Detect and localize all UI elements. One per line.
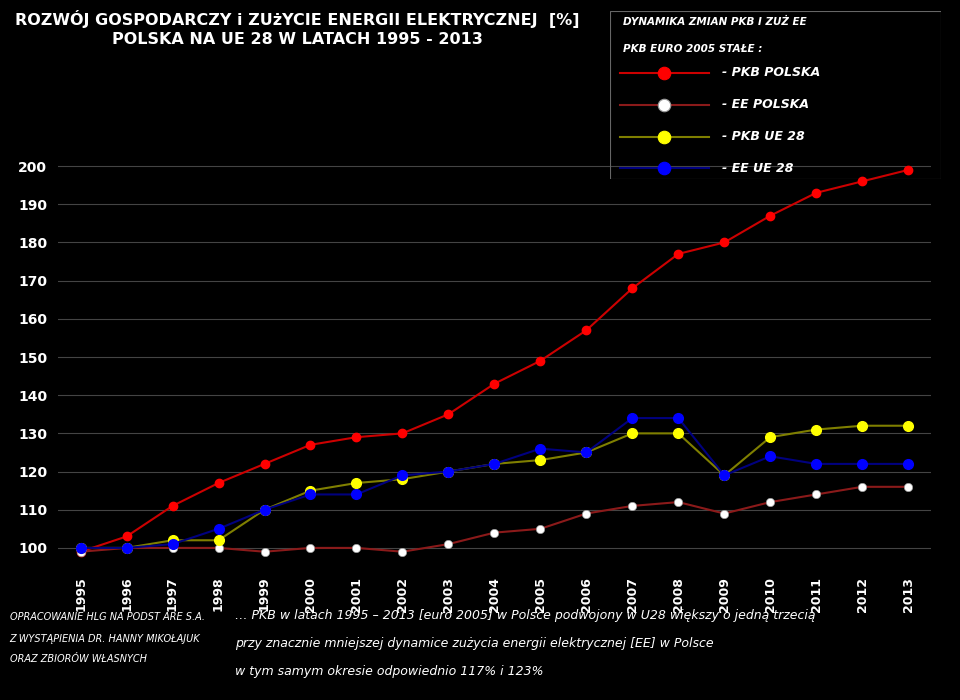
Text: … PKB w latach 1995 – 2013 [euro 2005] w Polsce podwojony w U28 większy o jedną : … PKB w latach 1995 – 2013 [euro 2005] w… (235, 609, 816, 622)
Text: - PKB UE 28: - PKB UE 28 (722, 130, 804, 143)
Text: POLSKA NA UE 28 W LATACH 1995 - 2013: POLSKA NA UE 28 W LATACH 1995 - 2013 (112, 32, 483, 46)
Text: Z WYSTĄPIENIA DR. HANNY MIKOŁAJUK: Z WYSTĄPIENIA DR. HANNY MIKOŁAJUK (10, 634, 201, 643)
Text: ORAZ ZBIORÓW WŁASNYCH: ORAZ ZBIORÓW WŁASNYCH (10, 654, 147, 664)
Text: PKB EURO 2005 STAŁE :: PKB EURO 2005 STAŁE : (623, 44, 762, 54)
Text: DYNAMIKA ZMIAN PKB I ZUŻ EE: DYNAMIKA ZMIAN PKB I ZUŻ EE (623, 18, 806, 27)
Text: przy znacznie mniejszej dynamice zużycia energii elektrycznej [EE] w Polsce: przy znacznie mniejszej dynamice zużycia… (235, 637, 714, 650)
Text: - EE UE 28: - EE UE 28 (722, 162, 794, 175)
Text: ROZWÓJ GOSPODARCZY i ZUżYCIE ENERGII ELEKTRYCZNEJ  [%]: ROZWÓJ GOSPODARCZY i ZUżYCIE ENERGII ELE… (15, 10, 580, 29)
Text: w tym samym okresie odpowiednio 117% i 123%: w tym samym okresie odpowiednio 117% i 1… (235, 665, 543, 678)
Text: - PKB POLSKA: - PKB POLSKA (722, 66, 821, 79)
Text: - EE POLSKA: - EE POLSKA (722, 98, 809, 111)
Text: OPRACOWANIE HLG NA PODST ARE S.A.: OPRACOWANIE HLG NA PODST ARE S.A. (10, 612, 204, 622)
